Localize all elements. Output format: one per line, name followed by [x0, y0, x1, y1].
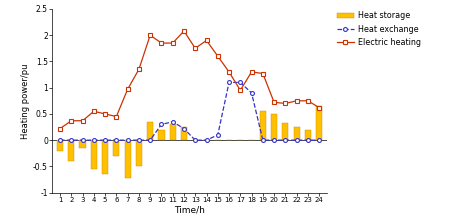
Legend: Heat storage, Heat exchange, Electric heating: Heat storage, Heat exchange, Electric he…: [337, 11, 421, 47]
Bar: [260, 111, 266, 140]
Bar: [57, 140, 63, 151]
Bar: [283, 123, 289, 140]
Bar: [293, 127, 300, 140]
X-axis label: Time/h: Time/h: [174, 206, 205, 215]
Bar: [170, 124, 176, 140]
Bar: [305, 130, 311, 140]
Bar: [181, 127, 187, 140]
Bar: [91, 140, 97, 169]
Bar: [316, 106, 322, 140]
Y-axis label: Heating power/pu: Heating power/pu: [21, 63, 30, 139]
Bar: [68, 140, 74, 161]
Bar: [102, 140, 108, 174]
Bar: [158, 130, 164, 140]
Bar: [136, 140, 142, 166]
Bar: [271, 114, 277, 140]
Bar: [113, 140, 119, 156]
Bar: [125, 140, 131, 178]
Bar: [80, 140, 86, 148]
Bar: [147, 122, 153, 140]
